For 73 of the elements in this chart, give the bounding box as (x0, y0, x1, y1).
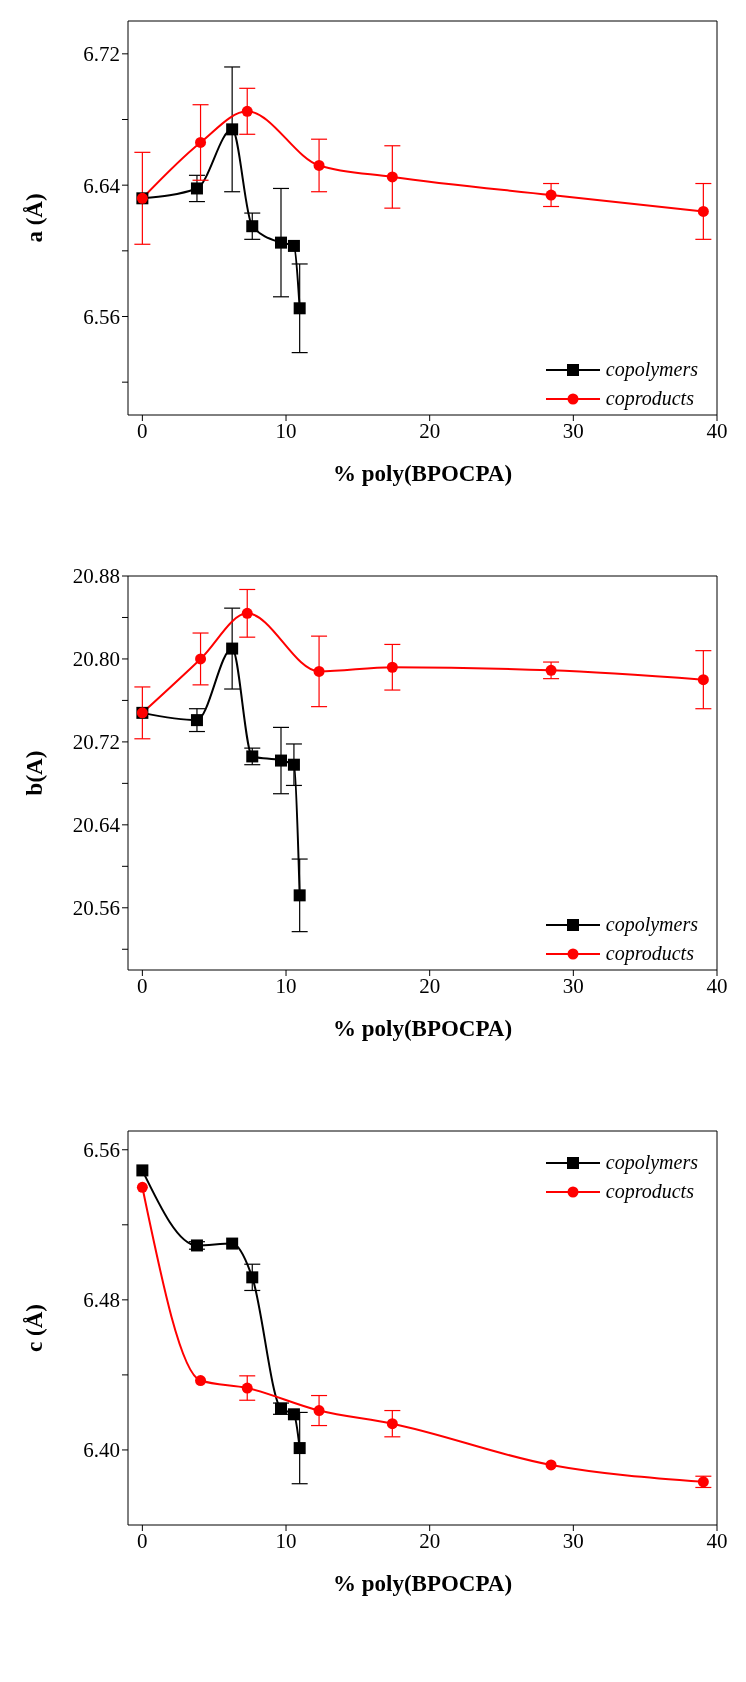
point (226, 642, 239, 655)
x-tick-label: 20 (419, 973, 441, 998)
point (241, 1382, 253, 1394)
y-tick-label: 20.88 (72, 564, 120, 589)
point (293, 302, 306, 315)
x-tick-label: 20 (419, 418, 441, 443)
point (195, 653, 207, 665)
point (195, 1375, 207, 1387)
y-tick-label: 20.72 (72, 730, 120, 755)
x-tick-label: 0 (137, 418, 148, 443)
legend-label: coproducts (605, 942, 694, 965)
point (287, 239, 300, 252)
point (195, 136, 207, 148)
y-axis-title: c (Å) (22, 1304, 48, 1352)
point (287, 1408, 300, 1421)
x-tick-label: 30 (562, 1528, 584, 1553)
x-axis-title: % poly(BPOCPA) (332, 1016, 513, 1041)
point (697, 674, 709, 686)
point (386, 171, 398, 183)
x-tick-label: 40 (706, 973, 728, 998)
y-tick-label: 6.64 (83, 173, 121, 198)
x-axis-title: % poly(BPOCPA) (332, 461, 513, 486)
x-tick-label: 10 (275, 1528, 297, 1553)
y-tick-label: 6.48 (83, 1288, 120, 1313)
legend-label: copolymers (605, 358, 698, 381)
x-tick-label: 40 (706, 418, 728, 443)
point (293, 1442, 306, 1455)
point (386, 661, 398, 673)
x-tick-label: 0 (137, 1528, 148, 1553)
point (246, 1271, 259, 1284)
point (293, 889, 306, 902)
y-tick-label: 20.80 (72, 647, 120, 672)
y-tick-label: 20.56 (72, 896, 120, 921)
point (313, 1405, 325, 1417)
point (190, 182, 203, 195)
point (275, 236, 287, 249)
x-tick-label: 30 (562, 418, 584, 443)
point (136, 1164, 149, 1177)
x-tick-label: 40 (706, 1528, 728, 1553)
point (545, 189, 557, 201)
y-tick-label: 6.40 (83, 1438, 120, 1463)
legend-label: coproducts (605, 387, 694, 410)
point (246, 220, 259, 233)
x-axis-title: % poly(BPOCPA) (332, 1571, 513, 1596)
x-tick-label: 10 (275, 973, 297, 998)
point (386, 1418, 398, 1430)
y-tick-label: 6.56 (83, 304, 120, 329)
point (287, 758, 300, 771)
point (226, 1237, 239, 1250)
point (313, 665, 325, 677)
point (545, 1459, 557, 1471)
y-tick-label: 20.64 (72, 813, 121, 838)
x-tick-label: 0 (137, 973, 148, 998)
point (190, 1239, 203, 1252)
x-tick-label: 30 (562, 973, 584, 998)
point (190, 714, 203, 727)
point (275, 754, 287, 767)
legend-label: coproducts (605, 1180, 694, 1203)
legend-label: copolymers (605, 1151, 698, 1174)
point (241, 607, 253, 619)
legend-label: copolymers (605, 913, 698, 936)
x-tick-label: 20 (419, 1528, 441, 1553)
point (545, 664, 557, 676)
point (136, 1181, 148, 1193)
point (697, 205, 709, 217)
y-axis-title: a (Å) (22, 193, 48, 243)
point (241, 105, 253, 117)
point (226, 123, 239, 136)
y-tick-label: 6.72 (83, 42, 120, 67)
x-tick-label: 10 (275, 418, 297, 443)
point (313, 159, 325, 171)
y-axis-title: b(A) (22, 750, 48, 796)
y-tick-label: 6.56 (83, 1138, 120, 1163)
